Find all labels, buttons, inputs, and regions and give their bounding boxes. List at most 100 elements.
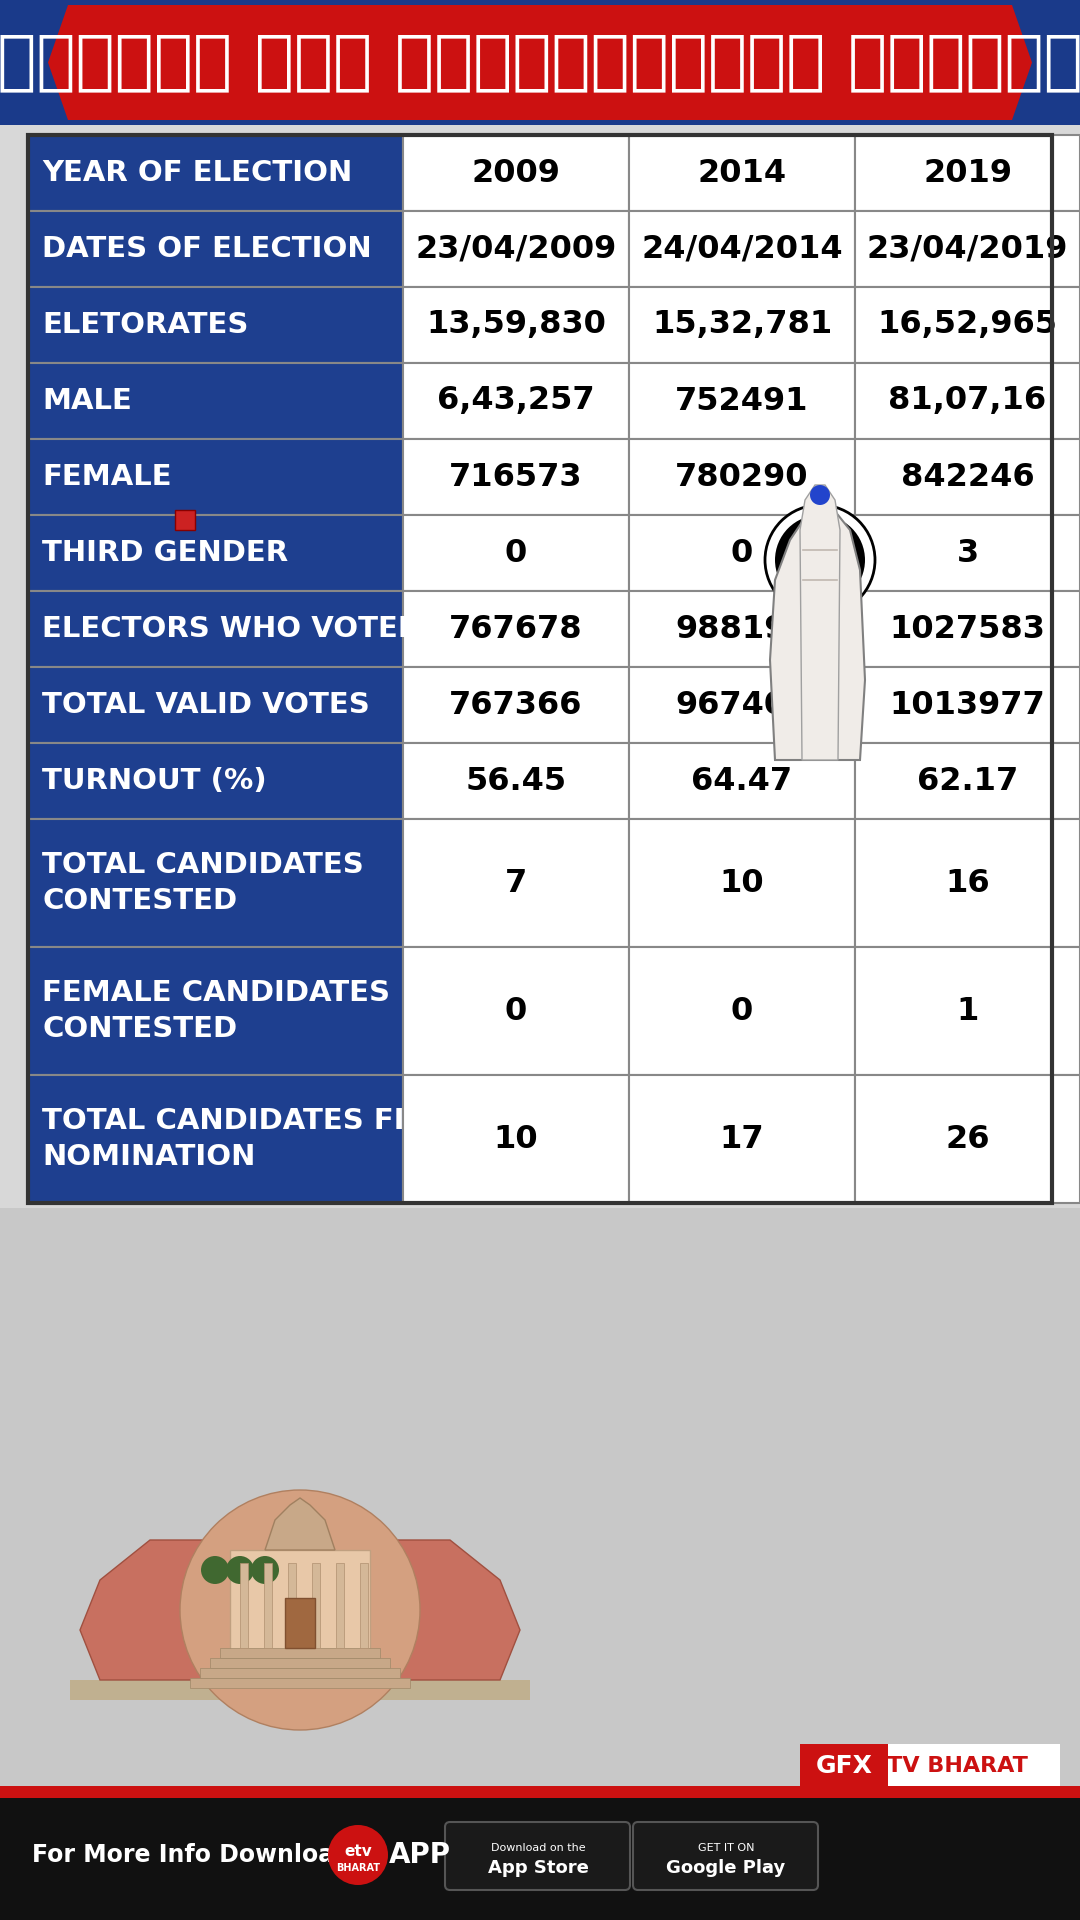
Text: 988192: 988192 xyxy=(675,614,809,645)
Polygon shape xyxy=(265,1498,335,1549)
Text: 3: 3 xyxy=(957,538,978,568)
Bar xyxy=(0,0,1080,125)
Bar xyxy=(855,134,1080,211)
Bar xyxy=(403,666,629,743)
Bar xyxy=(629,363,855,440)
Bar xyxy=(28,440,403,515)
Bar xyxy=(629,1075,855,1204)
Bar xyxy=(855,947,1080,1075)
Text: 24/04/2014: 24/04/2014 xyxy=(642,234,842,265)
Polygon shape xyxy=(800,486,840,760)
Text: 7: 7 xyxy=(504,868,527,899)
Circle shape xyxy=(180,1490,420,1730)
Bar xyxy=(28,363,403,440)
Bar xyxy=(220,1647,380,1659)
Text: 2014: 2014 xyxy=(698,157,786,188)
Bar xyxy=(28,1075,403,1204)
Text: BHARAT: BHARAT xyxy=(336,1862,380,1874)
Bar xyxy=(629,591,855,666)
Bar xyxy=(403,440,629,515)
Text: DATES OF ELECTION: DATES OF ELECTION xyxy=(42,234,372,263)
Text: 17: 17 xyxy=(719,1123,765,1154)
Bar xyxy=(855,440,1080,515)
Circle shape xyxy=(789,530,850,589)
Bar xyxy=(200,1668,400,1678)
Circle shape xyxy=(765,505,875,614)
Bar xyxy=(175,511,195,530)
Bar xyxy=(403,743,629,820)
Bar xyxy=(629,820,855,947)
Circle shape xyxy=(251,1555,279,1584)
Bar xyxy=(70,1680,530,1699)
Text: THIRD GENDER: THIRD GENDER xyxy=(42,540,288,566)
Text: YEAR OF ELECTION: YEAR OF ELECTION xyxy=(42,159,352,186)
Bar xyxy=(336,1563,345,1647)
Bar xyxy=(629,743,855,820)
Bar xyxy=(855,363,1080,440)
Bar xyxy=(360,1563,368,1647)
Text: TOTAL VALID VOTES: TOTAL VALID VOTES xyxy=(42,691,369,718)
Bar xyxy=(855,286,1080,363)
Text: 62.17: 62.17 xyxy=(917,766,1018,797)
Text: 10: 10 xyxy=(719,868,765,899)
Polygon shape xyxy=(30,6,68,119)
Bar xyxy=(855,211,1080,286)
Bar xyxy=(288,1563,296,1647)
Bar xyxy=(55,490,175,589)
Circle shape xyxy=(775,515,865,605)
Bar xyxy=(629,515,855,591)
Text: 10: 10 xyxy=(494,1123,538,1154)
Bar xyxy=(0,1208,1080,1789)
Bar xyxy=(28,515,403,591)
Bar xyxy=(190,1678,410,1688)
Bar xyxy=(240,1563,248,1647)
Bar xyxy=(403,363,629,440)
Text: 23/04/2009: 23/04/2009 xyxy=(416,234,617,265)
Text: Google Play: Google Play xyxy=(666,1859,785,1878)
Text: 0: 0 xyxy=(731,538,753,568)
Bar xyxy=(855,591,1080,666)
Bar xyxy=(0,1786,1080,1797)
Polygon shape xyxy=(733,543,836,647)
Bar xyxy=(28,820,403,947)
Text: 716573: 716573 xyxy=(449,461,583,493)
FancyBboxPatch shape xyxy=(445,1822,630,1889)
Circle shape xyxy=(810,486,831,505)
Text: TOTAL CANDIDATES FILED
NOMINATION: TOTAL CANDIDATES FILED NOMINATION xyxy=(42,1106,468,1171)
Bar xyxy=(210,1659,390,1668)
FancyBboxPatch shape xyxy=(633,1822,818,1889)
Text: शेवटच्या तीन निवडणुकीतील आकडेवारी: शेवटच्या तीन निवडणुकीतील आकडेवारी xyxy=(0,31,1080,94)
Bar xyxy=(403,947,629,1075)
Bar xyxy=(403,1075,629,1204)
Bar xyxy=(629,286,855,363)
Bar xyxy=(855,743,1080,820)
Bar xyxy=(629,947,855,1075)
Bar xyxy=(629,211,855,286)
Text: 767678: 767678 xyxy=(449,614,583,645)
Text: 0: 0 xyxy=(504,538,527,568)
Polygon shape xyxy=(1012,6,1050,119)
Bar xyxy=(28,134,403,211)
Polygon shape xyxy=(805,543,906,647)
Text: 2019: 2019 xyxy=(923,157,1012,188)
Text: 6,43,257: 6,43,257 xyxy=(437,386,595,417)
Bar xyxy=(30,6,1050,119)
Bar xyxy=(403,591,629,666)
Text: 842246: 842246 xyxy=(901,461,1035,493)
Polygon shape xyxy=(80,1540,519,1680)
Text: Mumbai: Mumbai xyxy=(65,465,125,480)
Text: 23/04/2019: 23/04/2019 xyxy=(867,234,1068,265)
Text: GET IT ON: GET IT ON xyxy=(698,1843,754,1853)
Bar xyxy=(0,1789,1080,1920)
Text: ELECTORS WHO VOTED: ELECTORS WHO VOTED xyxy=(42,614,422,643)
Text: TOTAL CANDIDATES
CONTESTED: TOTAL CANDIDATES CONTESTED xyxy=(42,851,364,916)
Text: For More Info Download: For More Info Download xyxy=(32,1843,351,1866)
Bar xyxy=(855,820,1080,947)
Bar xyxy=(28,743,403,820)
Text: 26: 26 xyxy=(945,1123,989,1154)
Bar xyxy=(28,134,1052,1204)
Text: FEMALE: FEMALE xyxy=(42,463,172,492)
Circle shape xyxy=(328,1826,388,1885)
Text: ELETORATES: ELETORATES xyxy=(42,311,248,340)
Text: etv: etv xyxy=(345,1845,372,1859)
